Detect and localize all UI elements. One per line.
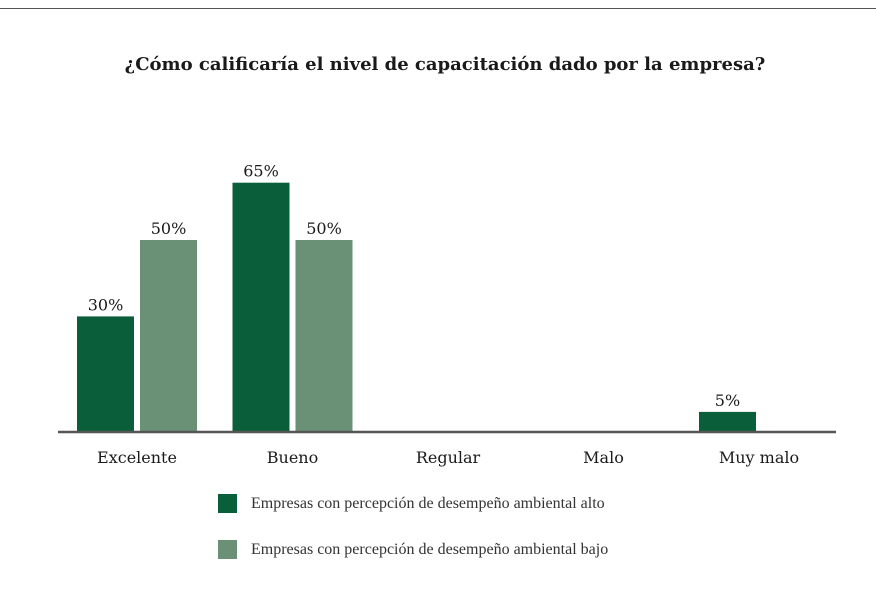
bar-muy-malo-s0 bbox=[699, 411, 756, 431]
x-tick-label: Excelente bbox=[97, 448, 177, 467]
bar-excelente-s1 bbox=[140, 240, 197, 431]
x-tick-label: Regular bbox=[416, 448, 481, 467]
x-tick-label: Malo bbox=[583, 448, 624, 467]
x-tick-label: Muy malo bbox=[719, 448, 799, 467]
legend-swatch-alto bbox=[218, 494, 237, 513]
legend-swatch-bajo bbox=[218, 540, 237, 559]
bar-excelente-s0 bbox=[77, 316, 134, 431]
bar-bueno-s0 bbox=[232, 182, 290, 431]
data-label: 50% bbox=[306, 219, 342, 238]
legend: Empresas con percepción de desempeño amb… bbox=[218, 491, 608, 583]
top-rule bbox=[0, 8, 876, 9]
legend-item-bajo: Empresas con percepción de desempeño amb… bbox=[218, 537, 608, 562]
legend-label-bajo: Empresas con percepción de desempeño amb… bbox=[251, 540, 609, 558]
chart-title: ¿Cómo calificaría el nivel de capacitaci… bbox=[124, 54, 766, 75]
data-label: 30% bbox=[88, 295, 124, 314]
legend-label-alto: Empresas con percepción de desempeño amb… bbox=[251, 494, 605, 512]
data-label: 5% bbox=[715, 391, 740, 410]
data-label: 50% bbox=[151, 219, 187, 238]
x-tick-label: Bueno bbox=[267, 448, 318, 467]
bar-bueno-s1 bbox=[295, 240, 353, 431]
data-label: 65% bbox=[243, 162, 279, 181]
legend-item-alto: Empresas con percepción de desempeño amb… bbox=[218, 491, 608, 516]
